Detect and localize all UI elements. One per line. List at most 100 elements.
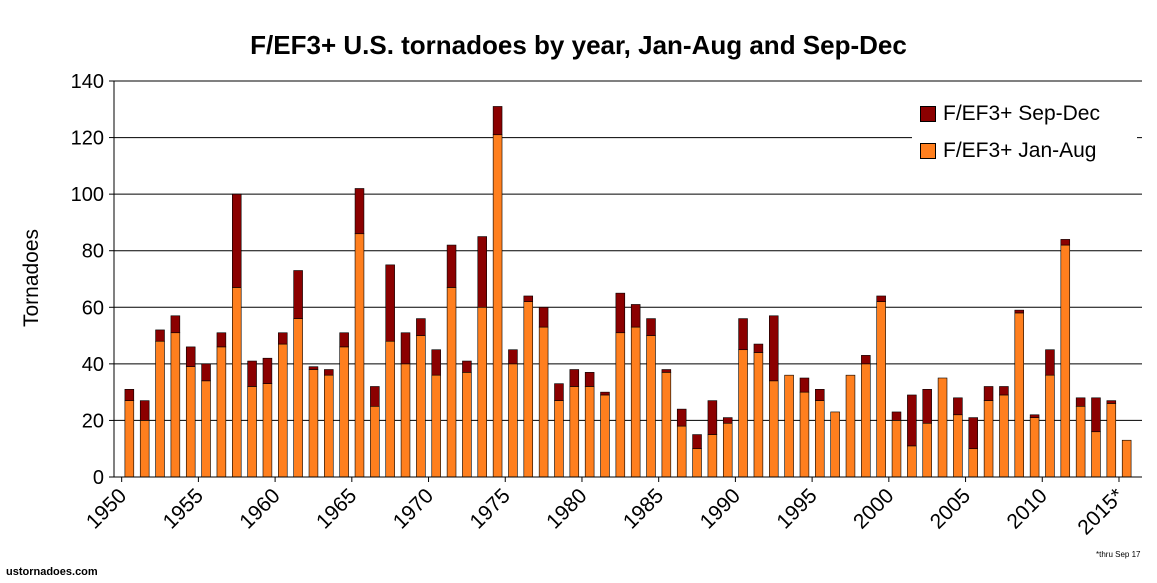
bar-jan-aug-2003 (937, 377, 948, 478)
bar-jan-aug-1953 (170, 332, 181, 478)
bar-jan-aug-1991 (753, 352, 764, 478)
bar-jan-aug-1995 (815, 400, 825, 478)
bar-jan-aug-1987 (692, 448, 702, 478)
bar-jan-aug-2015 (1121, 439, 1132, 478)
bar-jan-aug-1969 (416, 335, 426, 478)
bar-jan-aug-1974 (492, 134, 503, 478)
bar-sep-dec-1991 (753, 343, 764, 353)
bar-jan-aug-1978 (554, 400, 564, 478)
bar-jan-aug-1997 (845, 374, 856, 478)
bar-jan-aug-1980 (584, 386, 595, 478)
bar-sep-dec-2000 (891, 411, 902, 421)
bar-sep-dec-2009 (1029, 414, 1040, 418)
bar-jan-aug-1964 (339, 346, 349, 478)
bar-sep-dec-1957 (231, 193, 242, 288)
bar-sep-dec-1958 (247, 360, 257, 387)
bar-sep-dec-1992 (769, 315, 779, 382)
x-tick-label: 1975 (465, 484, 514, 533)
bar-sep-dec-1986 (676, 408, 687, 427)
bar-sep-dec-1982 (615, 292, 626, 334)
bar-jan-aug-1982 (615, 332, 626, 478)
bar-jan-aug-1986 (676, 425, 687, 478)
bar-sep-dec-1980 (584, 372, 595, 387)
bar-sep-dec-2006 (983, 386, 994, 401)
bar-sep-dec-1973 (477, 236, 487, 308)
y-tick-label: 140 (71, 71, 104, 93)
bar-jan-aug-1990 (738, 349, 748, 478)
bar-jan-aug-2011 (1060, 244, 1071, 478)
bar-jan-aug-1999 (876, 301, 886, 478)
bar-sep-dec-1965 (354, 188, 365, 235)
bar-jan-aug-1955 (201, 380, 211, 478)
y-tick-label: 40 (82, 354, 104, 376)
bar-sep-dec-2001 (907, 394, 917, 447)
bar-sep-dec-1999 (876, 295, 886, 302)
bar-sep-dec-1972 (462, 360, 472, 373)
bar-sep-dec-1989 (722, 417, 733, 424)
bar-jan-aug-2004 (953, 414, 963, 478)
legend-item-jan-aug: F/EF3+ Jan-Aug (920, 139, 1097, 163)
bar-jan-aug-1965 (354, 233, 365, 478)
source-credit: ustornadoes.com (6, 566, 98, 578)
bar-jan-aug-2000 (891, 420, 902, 478)
bar-jan-aug-1961 (293, 318, 303, 478)
bar-jan-aug-2007 (999, 394, 1009, 478)
x-tick-label: 2005 (926, 484, 975, 533)
bar-jan-aug-1976 (523, 301, 534, 478)
bar-jan-aug-2006 (983, 400, 994, 478)
x-tick-label: 1955 (159, 484, 208, 533)
bar-sep-dec-2005 (968, 417, 978, 450)
bar-jan-aug-1985 (661, 372, 672, 478)
bar-sep-dec-1966 (370, 386, 380, 407)
bar-sep-dec-1968 (400, 332, 411, 365)
bar-sep-dec-1961 (293, 270, 303, 319)
x-tick-label: 1990 (696, 484, 745, 533)
bar-jan-aug-1958 (247, 386, 257, 478)
bar-sep-dec-1994 (799, 377, 810, 393)
bar-jan-aug-1971 (446, 287, 457, 478)
legend-item-sep-dec: F/EF3+ Sep-Dec (920, 102, 1100, 126)
x-tick-label: 1960 (235, 484, 284, 533)
bar-sep-dec-1983 (630, 304, 641, 328)
bar-jan-aug-1954 (185, 366, 196, 478)
bar-sep-dec-1988 (707, 400, 718, 435)
bar-jan-aug-2012 (1075, 405, 1086, 478)
bar-jan-aug-2014 (1106, 403, 1117, 478)
bar-jan-aug-2010 (1045, 374, 1055, 478)
x-tick-label: 1980 (542, 484, 591, 533)
y-tick-label: 20 (82, 410, 104, 432)
y-tick-label: 80 (82, 241, 104, 263)
bar-jan-aug-1970 (431, 374, 441, 478)
x-tick-labels: 1950 1955 1960 1965 1970 1975 1980 1985 1990 1995… (82, 477, 1129, 539)
y-tick-label: 120 (71, 128, 104, 150)
legend-label-jan-aug: F/EF3+ Jan-Aug (943, 139, 1097, 162)
bar-sep-dec-1995 (815, 389, 825, 401)
bar-sep-dec-1975 (508, 349, 518, 365)
bar-jan-aug-1968 (400, 363, 411, 478)
bar-sep-dec-1964 (339, 332, 349, 348)
bar-sep-dec-1987 (692, 434, 702, 450)
bar-sep-dec-1979 (569, 369, 580, 387)
bar-sep-dec-1953 (170, 315, 181, 334)
bar-jan-aug-2002 (922, 422, 932, 478)
bar-jan-aug-2005 (968, 448, 978, 478)
bar-sep-dec-1969 (416, 318, 426, 336)
bar-jan-aug-1993 (784, 374, 794, 478)
bar-jan-aug-2008 (1014, 312, 1025, 478)
bar-jan-aug-1967 (385, 340, 395, 478)
bar-sep-dec-1951 (139, 400, 150, 421)
bar-jan-aug-1962 (308, 369, 319, 478)
bar-sep-dec-1984 (646, 318, 656, 336)
footnote: *thru Sep 17 (1096, 550, 1141, 559)
bar-jan-aug-1981 (600, 394, 610, 478)
bar-jan-aug-1977 (538, 326, 549, 478)
bar-jan-aug-1998 (861, 363, 871, 478)
bar-jan-aug-1972 (462, 372, 472, 478)
bar-sep-dec-1974 (492, 106, 503, 136)
bar-sep-dec-2013 (1091, 397, 1101, 433)
bar-jan-aug-1963 (324, 374, 334, 478)
bar-jan-aug-1956 (216, 346, 227, 478)
y-tick-label: 60 (82, 297, 104, 319)
bar-sep-dec-1956 (216, 332, 227, 348)
